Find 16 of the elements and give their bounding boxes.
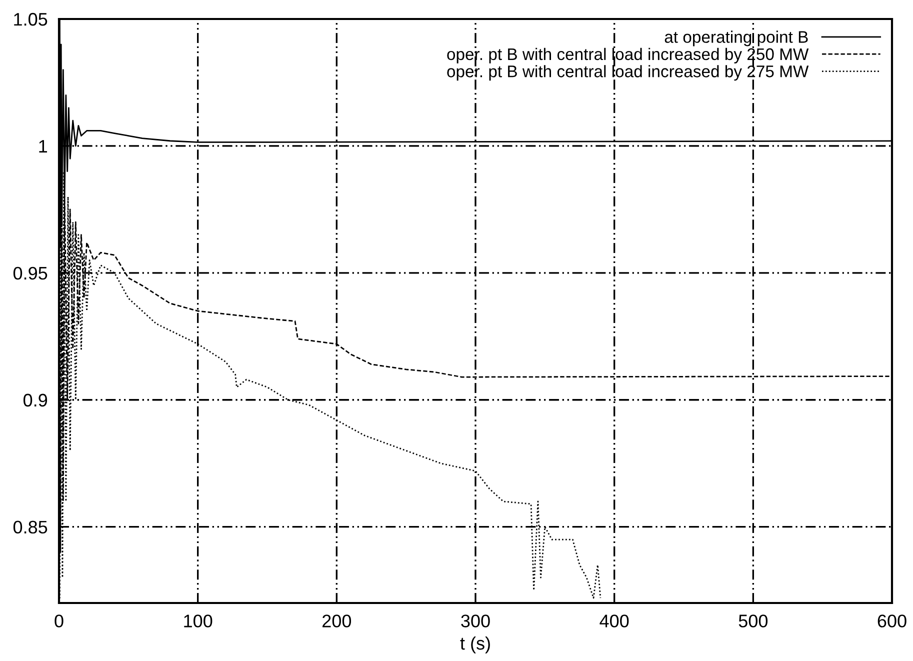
legend-label: oper. pt B with central load increased by 275 MW (447, 65, 809, 81)
x-tick-label: 200 (322, 614, 352, 628)
x-axis-title: t (s) (460, 636, 490, 654)
y-tick-label: 1 (39, 140, 48, 152)
x-tick-label: 400 (600, 614, 629, 628)
y-tick-label: 0.95 (13, 266, 48, 280)
x-tick-label: 100 (184, 614, 212, 628)
x-tick-label: 0 (54, 614, 64, 628)
y-tick-label: 0.9 (23, 394, 48, 407)
legend-label: oper. pt B with central load increased by 250 MW (447, 48, 809, 64)
legend-label: at operating point B (664, 30, 808, 46)
x-tick-label: 600 (878, 614, 906, 628)
x-tick-label: 500 (738, 614, 768, 628)
x-tick-label: 300 (461, 614, 490, 628)
y-tick-label: 0.85 (13, 520, 48, 534)
y-tick-label: 1.05 (14, 12, 48, 26)
